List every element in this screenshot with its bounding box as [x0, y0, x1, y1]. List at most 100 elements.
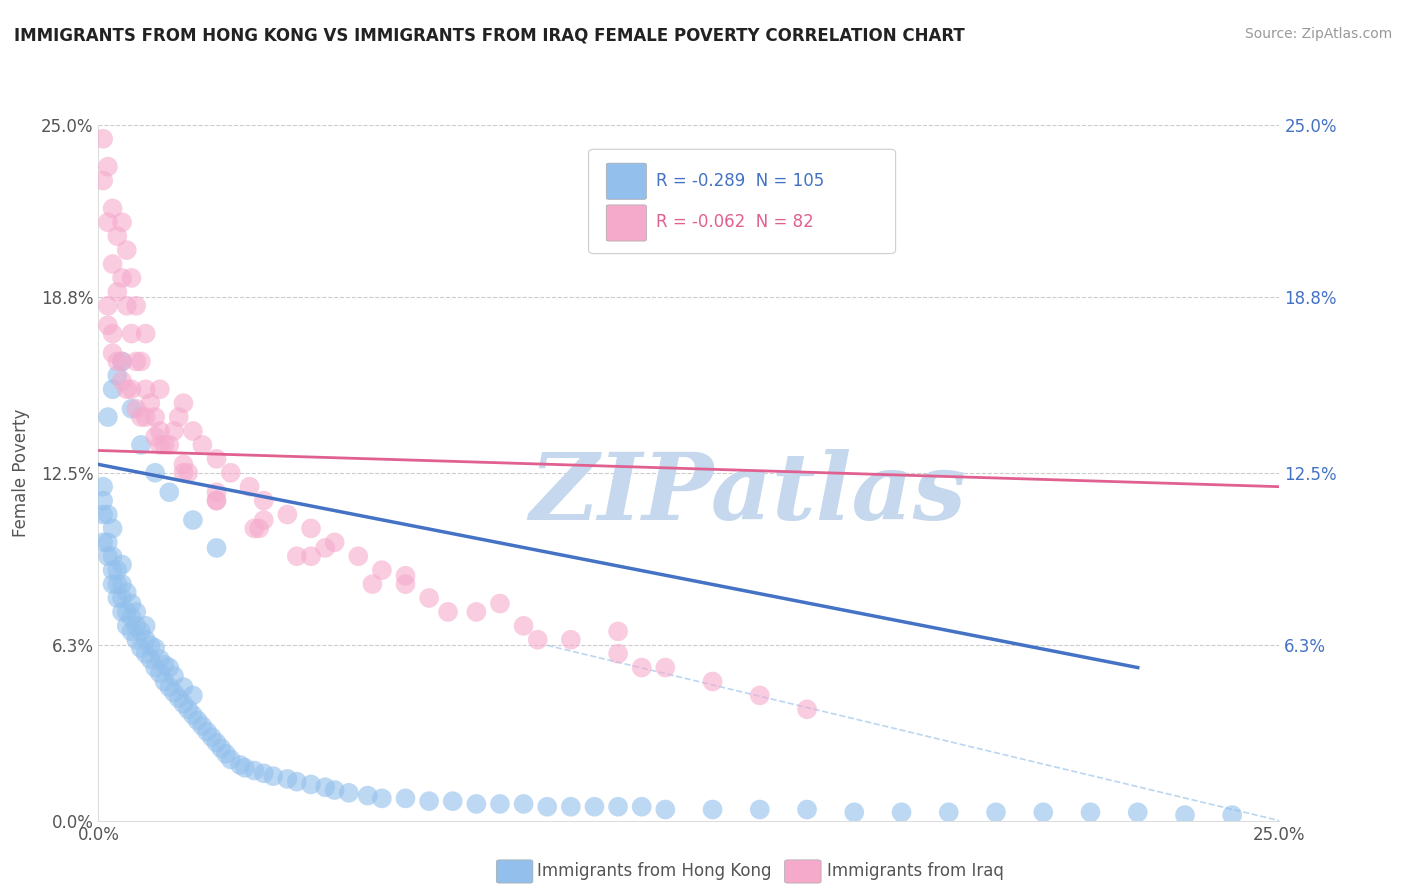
Point — [177, 702, 200, 716]
Point — [654, 803, 676, 817]
Point — [125, 299, 148, 313]
Point — [276, 772, 298, 786]
Point — [394, 791, 416, 805]
Point — [181, 707, 204, 722]
Point — [219, 752, 242, 766]
Point — [285, 549, 308, 564]
Point — [101, 346, 124, 360]
Text: Immigrants from Iraq: Immigrants from Iraq — [827, 863, 1004, 880]
Point — [984, 805, 1007, 820]
Point — [253, 513, 276, 527]
Text: Source: ZipAtlas.com: Source: ZipAtlas.com — [1244, 27, 1392, 41]
Point — [796, 702, 818, 716]
Point — [91, 493, 114, 508]
Point — [394, 577, 416, 591]
Point — [111, 577, 134, 591]
Point — [105, 591, 128, 605]
FancyBboxPatch shape — [606, 205, 647, 241]
Point — [129, 641, 152, 656]
Point — [205, 493, 228, 508]
FancyBboxPatch shape — [606, 163, 647, 199]
Point — [357, 789, 380, 803]
Point — [583, 799, 606, 814]
Point — [121, 597, 143, 611]
Point — [205, 541, 228, 555]
Point — [1126, 805, 1149, 820]
Point — [129, 410, 152, 425]
Point — [177, 466, 200, 480]
Point — [938, 805, 960, 820]
Point — [205, 451, 228, 466]
Point — [172, 458, 194, 472]
Point — [253, 766, 276, 780]
Text: R = -0.062  N = 82: R = -0.062 N = 82 — [655, 213, 814, 231]
Point — [125, 632, 148, 647]
Point — [526, 632, 548, 647]
Point — [181, 424, 204, 438]
Point — [607, 647, 630, 661]
Point — [1080, 805, 1102, 820]
Point — [97, 535, 120, 549]
Point — [209, 741, 232, 756]
Point — [111, 605, 134, 619]
Point — [149, 666, 172, 681]
Text: IMMIGRANTS FROM HONG KONG VS IMMIGRANTS FROM IRAQ FEMALE POVERTY CORRELATION CHA: IMMIGRANTS FROM HONG KONG VS IMMIGRANTS … — [14, 27, 965, 45]
Point — [796, 803, 818, 817]
Point — [101, 382, 124, 396]
Point — [607, 799, 630, 814]
Point — [97, 215, 120, 229]
Point — [143, 660, 166, 674]
Point — [233, 761, 256, 775]
Point — [97, 410, 120, 425]
Point — [91, 173, 114, 187]
Point — [418, 591, 440, 605]
Point — [630, 799, 652, 814]
Point — [247, 521, 270, 535]
Point — [121, 326, 143, 341]
Point — [607, 624, 630, 639]
Point — [143, 466, 166, 480]
Point — [153, 438, 176, 452]
Point — [1174, 808, 1197, 822]
Point — [105, 354, 128, 368]
Point — [121, 610, 143, 624]
Point — [121, 624, 143, 639]
Point — [512, 797, 534, 811]
Point — [139, 396, 162, 410]
Point — [181, 689, 204, 703]
Y-axis label: Female Poverty: Female Poverty — [11, 409, 30, 537]
Point — [844, 805, 866, 820]
Point — [205, 736, 228, 750]
Point — [115, 299, 138, 313]
Point — [167, 410, 190, 425]
Point — [157, 485, 180, 500]
Point — [371, 563, 394, 577]
Point — [101, 549, 124, 564]
Point — [101, 521, 124, 535]
Point — [135, 326, 157, 341]
Point — [172, 466, 194, 480]
Point — [101, 577, 124, 591]
Point — [143, 410, 166, 425]
Point — [125, 354, 148, 368]
Point — [205, 493, 228, 508]
Point — [465, 797, 488, 811]
Point — [299, 549, 322, 564]
Point — [105, 577, 128, 591]
Point — [143, 429, 166, 443]
Point — [243, 764, 266, 778]
FancyBboxPatch shape — [589, 149, 896, 253]
Point — [111, 591, 134, 605]
Point — [139, 638, 162, 652]
Point — [748, 689, 770, 703]
Point — [121, 401, 143, 416]
Point — [149, 382, 172, 396]
Point — [337, 786, 360, 800]
Point — [153, 657, 176, 672]
Point — [702, 803, 724, 817]
Point — [115, 605, 138, 619]
Point — [163, 685, 186, 699]
Point — [560, 799, 582, 814]
Point — [205, 485, 228, 500]
Point — [163, 424, 186, 438]
